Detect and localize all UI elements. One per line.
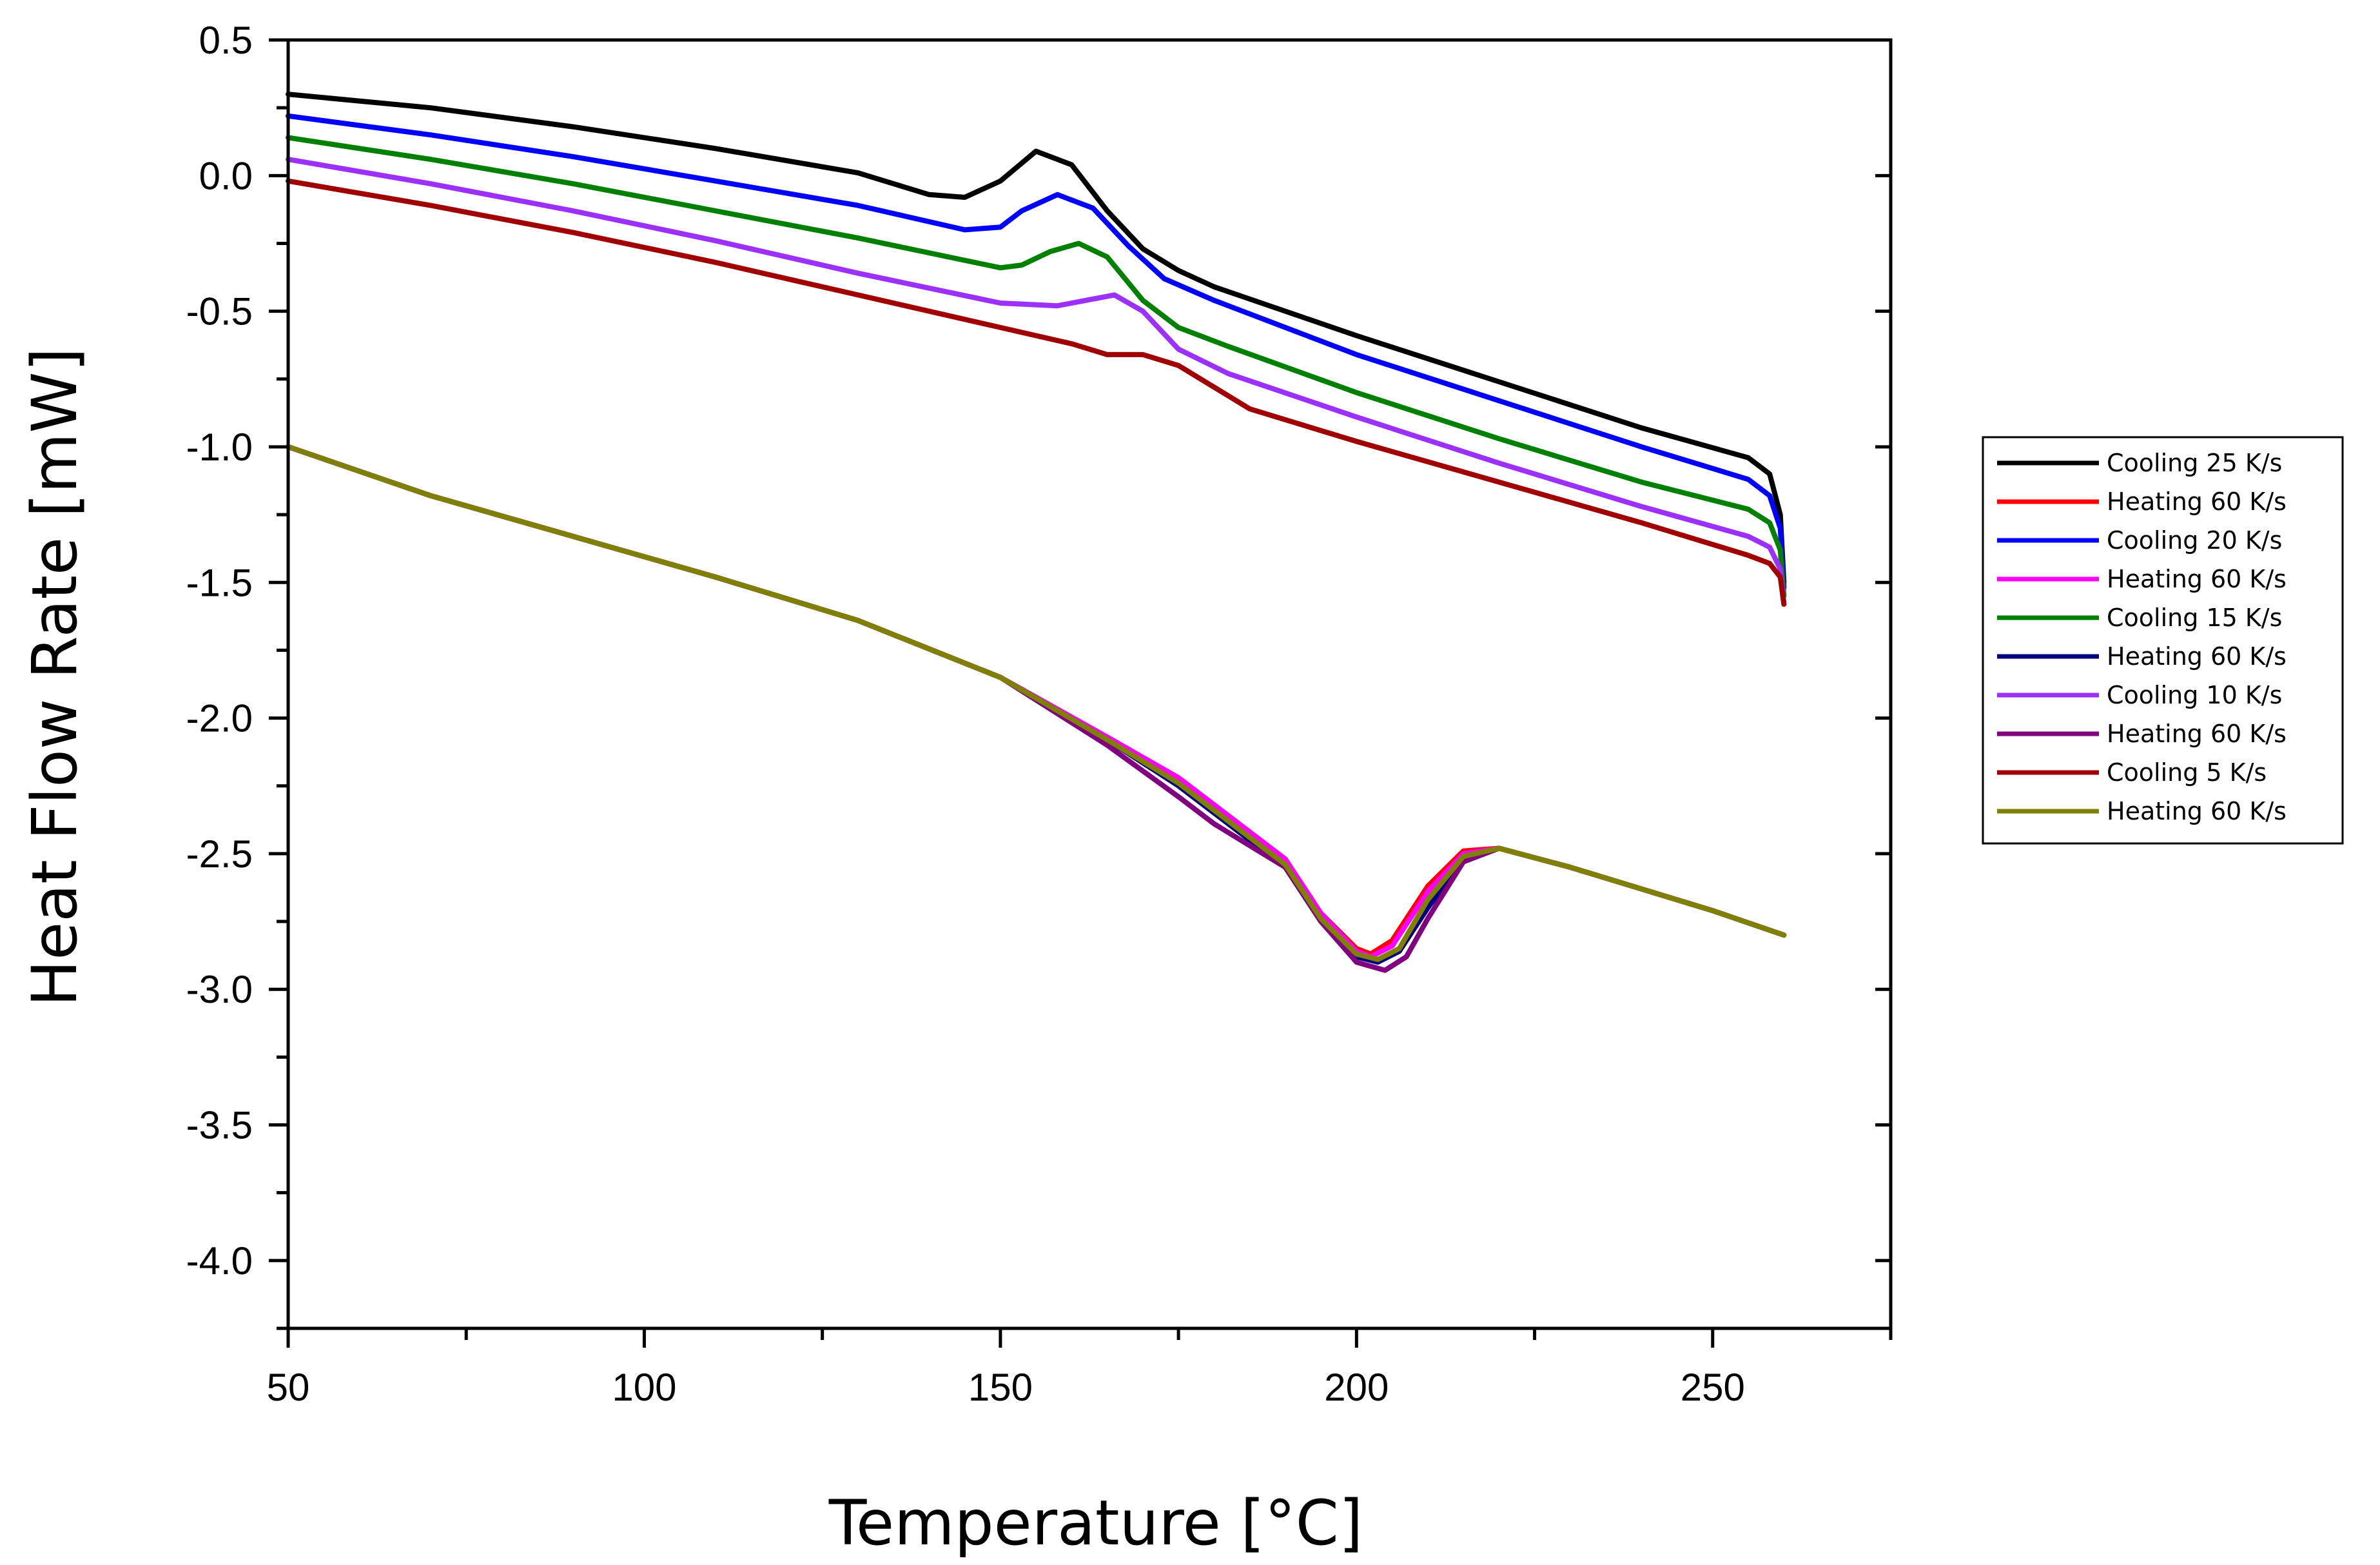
axes: 50 100 150 200 250 0.5 0.0 -0.5 -1.0 -1.5 -2.0 -2.5… xyxy=(186,19,1893,1409)
x-axis-title: Temperature [°C] xyxy=(828,1487,1363,1559)
y-tick-label: 0.5 xyxy=(199,19,253,62)
legend-label: Heating 60 K/s xyxy=(2107,642,2287,671)
legend-label: Cooling 15 K/s xyxy=(2107,604,2282,632)
y-tick-label: -0.5 xyxy=(186,290,253,333)
x-tick-label: 100 xyxy=(612,1366,676,1409)
x-tick-label: 250 xyxy=(1681,1366,1745,1409)
plot-area xyxy=(286,92,1787,973)
y-tick-label: 0.0 xyxy=(199,154,253,197)
series-line-4 xyxy=(286,135,1787,599)
legend-label: Cooling 5 K/s xyxy=(2107,758,2267,787)
legend-label: Cooling 20 K/s xyxy=(2107,526,2282,555)
series-line-0 xyxy=(286,92,1787,586)
series-line-8 xyxy=(286,178,1787,607)
legend-label: Heating 60 K/s xyxy=(2107,487,2287,516)
legend-label: Heating 60 K/s xyxy=(2107,720,2287,748)
y-tick-label: -2.5 xyxy=(186,832,253,876)
x-tick-label: 150 xyxy=(968,1366,1033,1409)
plot-frame xyxy=(286,38,1893,1330)
y-tick-label: -3.5 xyxy=(186,1104,253,1147)
legend-label: Heating 60 K/s xyxy=(2107,565,2287,593)
y-tick-label: -2.0 xyxy=(186,697,253,740)
legend-label: Heating 60 K/s xyxy=(2107,797,2287,825)
series-line-2 xyxy=(286,113,1787,591)
y-tick-label: -1.5 xyxy=(186,561,253,604)
legend-label: Cooling 10 K/s xyxy=(2107,681,2282,709)
y-axis-title: Heat Flow Rate [mW] xyxy=(19,348,91,1007)
x-tick-label: 200 xyxy=(1324,1366,1389,1409)
legend-label: Cooling 25 K/s xyxy=(2107,449,2282,477)
y-tick-label: -3.0 xyxy=(186,968,253,1011)
series-line-9 xyxy=(286,444,1787,962)
series-line-6 xyxy=(286,157,1787,607)
x-tick-label: 50 xyxy=(267,1366,310,1409)
y-tick-label: -4.0 xyxy=(186,1239,253,1283)
y-tick-label: -1.0 xyxy=(186,426,253,469)
legend: Cooling 25 K/s Heating 60 K/s Cooling 20 K… xyxy=(1982,436,2344,845)
legend-box xyxy=(1982,436,2344,845)
